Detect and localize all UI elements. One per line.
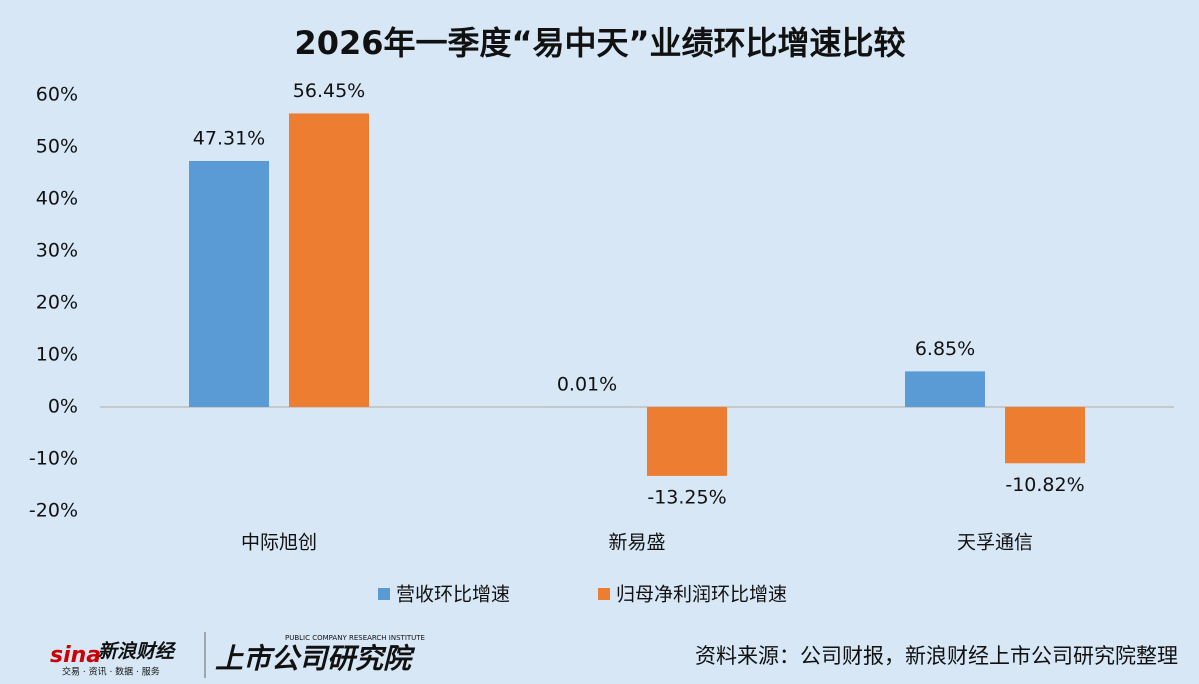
bar xyxy=(647,407,727,476)
y-tick-label: 40% xyxy=(36,188,78,210)
bar xyxy=(1005,407,1085,464)
x-tick-label: 天孚通信 xyxy=(957,532,1033,554)
value-label: 56.45% xyxy=(293,80,365,102)
legend-swatch xyxy=(598,588,610,600)
x-tick-label: 新易盛 xyxy=(608,532,665,554)
x-tick-label: 中际旭创 xyxy=(241,532,317,554)
y-tick-label: 20% xyxy=(36,292,78,314)
chart-title: 2026年一季度“易中天”业绩环比增速比较 xyxy=(294,24,905,62)
y-tick-label: -20% xyxy=(29,500,78,522)
y-tick-label: 50% xyxy=(36,136,78,158)
legend-swatch xyxy=(378,588,390,600)
logo-sub: 交易 · 资讯 · 数据 · 服务 xyxy=(62,666,160,678)
value-label: 0.01% xyxy=(557,373,617,395)
value-label: 47.31% xyxy=(193,127,265,149)
y-tick-label: 0% xyxy=(48,396,78,418)
logo-mark: sina xyxy=(50,643,101,668)
y-tick-label: 60% xyxy=(36,84,78,106)
value-label: -10.82% xyxy=(1005,474,1084,496)
bar xyxy=(189,160,269,407)
legend-label: 归母净利润环比增速 xyxy=(616,584,787,606)
brand-sub: PUBLIC COMPANY RESEARCH INSTITUTE xyxy=(285,634,425,642)
bar xyxy=(905,371,985,407)
logo: 新浪财经 xyxy=(98,641,177,663)
y-tick-label: -10% xyxy=(29,448,78,470)
source: 资料来源：公司财报，新浪财经上市公司研究院整理 xyxy=(695,644,1178,668)
y-tick-label: 30% xyxy=(36,240,78,262)
bar xyxy=(289,113,369,408)
value-label: 6.85% xyxy=(915,338,975,360)
value-label: -13.25% xyxy=(647,486,726,508)
y-tick-label: 10% xyxy=(36,344,78,366)
legend-label: 营收环比增速 xyxy=(396,584,510,606)
brand: 上市公司研究院 xyxy=(215,642,416,675)
